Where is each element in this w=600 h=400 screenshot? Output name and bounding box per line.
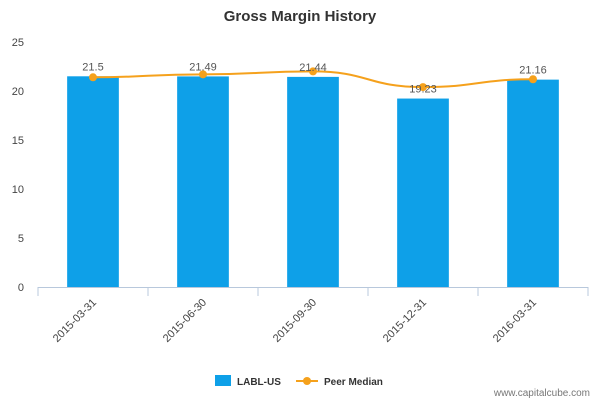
bar[interactable] xyxy=(287,76,339,287)
line-series xyxy=(89,67,537,92)
watermark: www.capitalcube.com xyxy=(493,388,590,399)
chart-title: Gross Margin History xyxy=(224,8,377,25)
data-labels: 21.5 21.49 21.44 19.23 21.16 xyxy=(82,61,546,95)
x-tick-label: 2016-03-31 xyxy=(491,297,539,345)
data-label: 21.16 xyxy=(519,65,547,77)
y-tick-label: 5 xyxy=(18,233,24,245)
y-tick-label: 0 xyxy=(18,282,24,294)
data-label: 21.49 xyxy=(189,61,217,73)
peer-median-point[interactable] xyxy=(309,67,317,76)
data-label: 21.44 xyxy=(299,62,327,74)
legend-label-line: Peer Median xyxy=(324,377,383,388)
x-tick-label: 2015-06-30 xyxy=(161,297,209,345)
y-tick-label: 15 xyxy=(12,135,24,147)
legend-label-bar: LABL-US xyxy=(237,377,281,388)
y-axis: 0 5 10 15 20 25 xyxy=(12,37,24,294)
peer-median-point[interactable] xyxy=(419,83,427,92)
data-label: 19.23 xyxy=(409,84,437,96)
x-tick-label: 2015-03-31 xyxy=(51,297,99,345)
legend-swatch-marker xyxy=(303,377,311,385)
y-tick-label: 20 xyxy=(12,86,24,98)
x-axis: 2015-03-31 2015-06-30 2015-09-30 2015-12-31… xyxy=(37,287,589,345)
y-tick-label: 25 xyxy=(12,37,24,49)
data-label: 21.5 xyxy=(82,61,103,73)
bar[interactable] xyxy=(397,98,449,288)
bar[interactable] xyxy=(177,76,229,287)
peer-median-point[interactable] xyxy=(89,73,97,82)
x-tick-label: 2015-12-31 xyxy=(381,297,429,345)
x-tick-label: 2015-09-30 xyxy=(271,297,319,345)
y-tick-label: 10 xyxy=(12,184,24,196)
peer-median-point[interactable] xyxy=(529,75,537,84)
bar-series xyxy=(67,76,559,288)
legend-swatch-bar xyxy=(215,375,231,386)
legend[interactable]: LABL-US Peer Median xyxy=(215,375,383,388)
peer-median-point[interactable] xyxy=(199,70,207,79)
bar[interactable] xyxy=(507,79,559,288)
bar[interactable] xyxy=(67,76,119,287)
